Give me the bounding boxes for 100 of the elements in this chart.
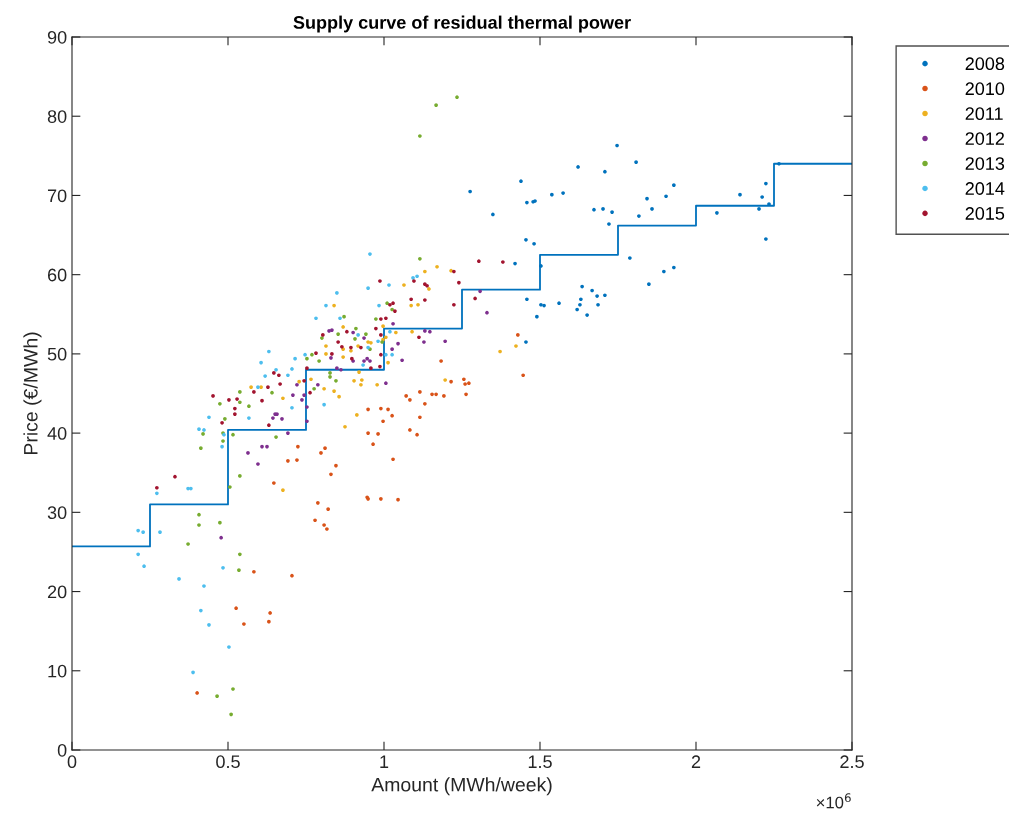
point: [532, 241, 536, 246]
point: [197, 427, 201, 431]
point: [302, 378, 306, 383]
point: [457, 280, 461, 285]
point: [195, 691, 199, 695]
point: [260, 398, 264, 403]
point: [221, 565, 225, 570]
point: [542, 303, 546, 308]
point: [415, 432, 419, 437]
point: [498, 349, 502, 354]
point: [316, 500, 320, 505]
point: [369, 366, 373, 370]
point: [291, 393, 295, 397]
point: [379, 406, 383, 411]
point: [592, 207, 596, 212]
point: [473, 296, 477, 301]
point: [300, 398, 304, 402]
point: [501, 260, 505, 264]
point: [516, 333, 520, 337]
point: [341, 355, 345, 359]
point: [610, 210, 614, 214]
point: [645, 196, 649, 201]
point: [355, 413, 359, 417]
point: [365, 356, 369, 361]
point: [327, 329, 331, 333]
y-tick-label: 50: [47, 347, 67, 361]
point: [396, 497, 400, 502]
point: [233, 406, 237, 411]
point: [324, 352, 328, 356]
point: [579, 297, 583, 302]
point: [293, 356, 297, 361]
point: [664, 194, 668, 199]
point: [396, 341, 400, 346]
x-tick-label: 0.5: [216, 755, 240, 769]
point: [378, 364, 382, 369]
point: [227, 398, 231, 402]
point: [379, 497, 383, 501]
point: [345, 329, 349, 334]
point: [408, 428, 412, 432]
point: [381, 419, 385, 424]
point: [263, 374, 267, 378]
point: [296, 444, 300, 449]
point: [672, 265, 676, 270]
point: [310, 352, 314, 357]
point: [353, 337, 357, 341]
point: [329, 472, 333, 477]
text: ×10$^{6}$: [816, 793, 851, 809]
legend-label: 2015: [965, 207, 1005, 220]
point: [595, 294, 599, 298]
point: [215, 694, 219, 698]
legend-label: 2010: [965, 82, 1005, 96]
point: [313, 518, 317, 523]
point: [309, 377, 313, 382]
point: [409, 297, 413, 302]
point: [535, 314, 539, 319]
point: [777, 161, 781, 166]
point: [267, 423, 271, 428]
point: [423, 329, 427, 333]
point: [449, 379, 453, 384]
point: [514, 344, 518, 348]
point: [443, 339, 447, 344]
point: [366, 340, 370, 344]
point: [462, 377, 466, 382]
point: [338, 316, 342, 321]
point: [767, 202, 771, 206]
point: [362, 359, 366, 363]
point: [211, 394, 215, 398]
point: [422, 340, 426, 344]
point: [260, 444, 264, 449]
point: [221, 439, 225, 443]
point: [366, 286, 370, 290]
point: [242, 622, 246, 626]
point: [417, 335, 421, 340]
point: [387, 283, 391, 287]
point: [521, 373, 525, 378]
point: [246, 451, 250, 455]
point: [467, 381, 471, 386]
point: [379, 333, 383, 337]
x-tick-label: 1.5: [528, 755, 552, 769]
point: [322, 402, 326, 407]
point: [266, 385, 270, 389]
point: [590, 288, 594, 293]
point: [402, 283, 406, 287]
point: [142, 564, 146, 569]
point: [364, 332, 368, 336]
point: [427, 287, 431, 291]
point: [335, 291, 339, 295]
point: [330, 352, 334, 356]
legend-label: 2012: [965, 132, 1004, 145]
point: [434, 103, 438, 107]
point: [580, 284, 584, 289]
point: [332, 389, 336, 393]
point: [336, 340, 340, 344]
point: [305, 419, 309, 424]
point: [155, 491, 159, 496]
point: [376, 339, 380, 344]
point: [637, 214, 641, 218]
point: [228, 485, 232, 489]
point: [377, 303, 381, 308]
point: [418, 390, 422, 394]
